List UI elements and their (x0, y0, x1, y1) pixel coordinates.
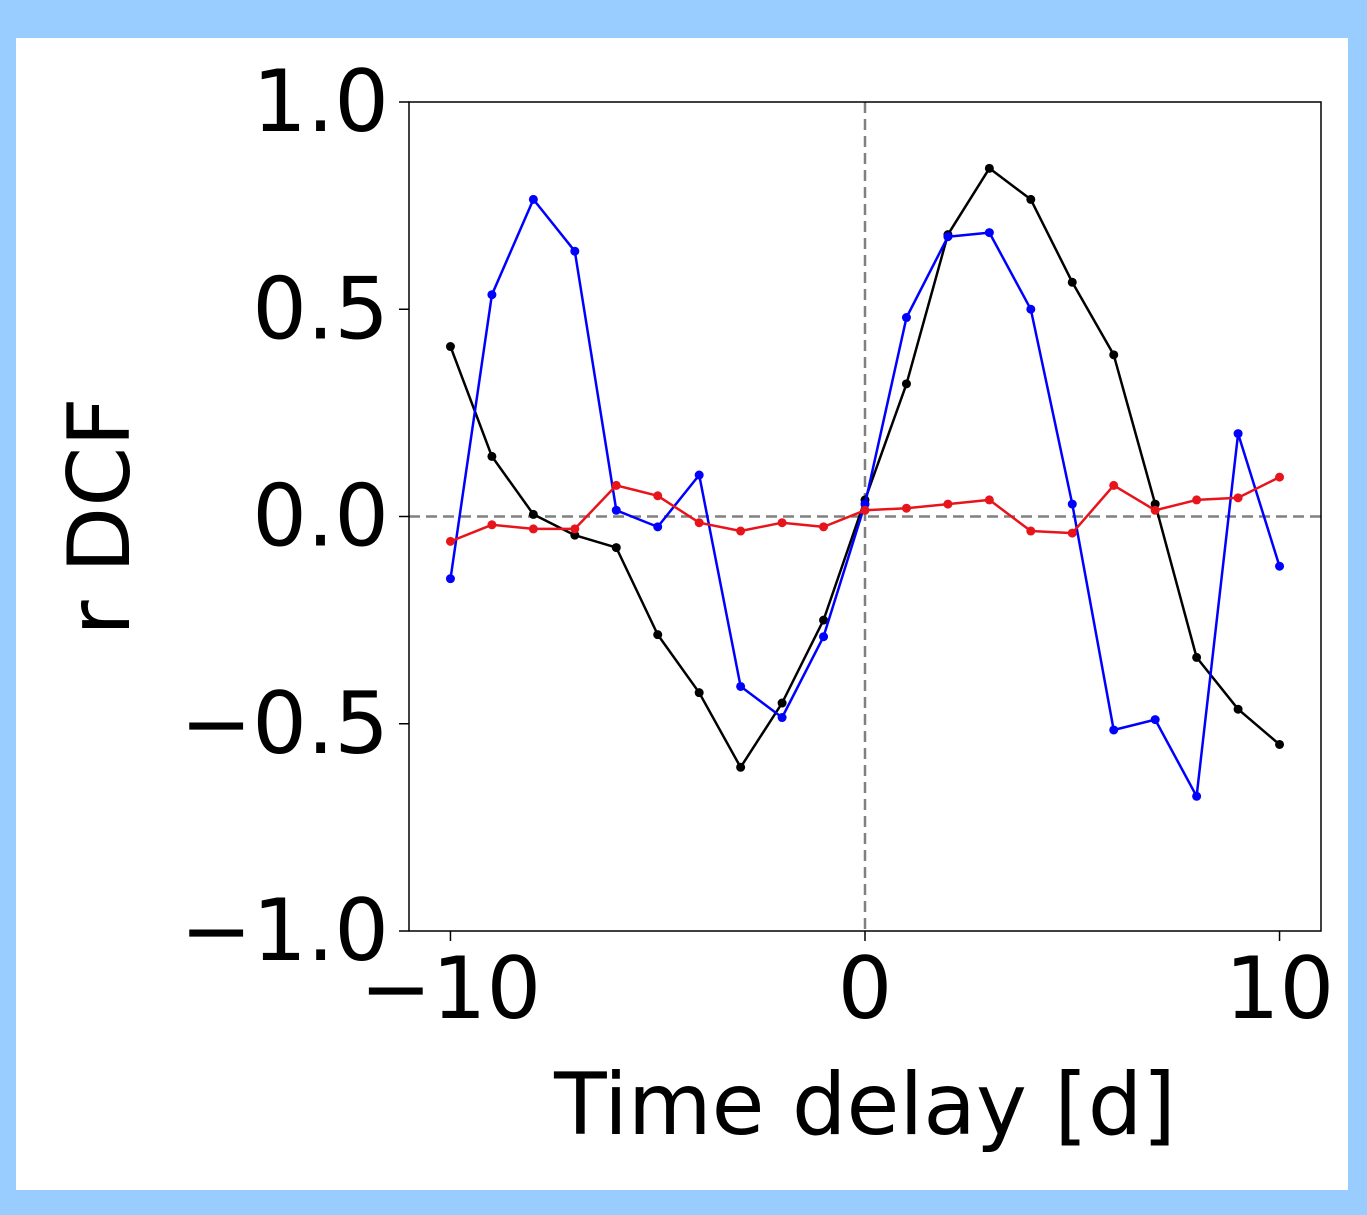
data-point (736, 762, 746, 772)
x-tick-label: 10 (1225, 939, 1334, 1039)
series-2 (445, 472, 1285, 546)
y-axis-label: r DCF (50, 397, 150, 635)
figure: −1.0 −0.5 0.0 0.5 1.0 −10 0 10 Time delay [d] … (16, 38, 1348, 1190)
data-point (819, 615, 829, 625)
data-point (1233, 704, 1243, 714)
data-point (777, 698, 787, 708)
data-point (445, 342, 455, 352)
data-point (570, 246, 580, 256)
data-point (1067, 528, 1077, 538)
data-point (984, 228, 994, 238)
data-point (611, 543, 621, 553)
data-point (1026, 526, 1036, 536)
series-1 (445, 194, 1285, 801)
y-tick-label: −1.0 (180, 881, 389, 981)
data-point (984, 495, 994, 505)
data-point (487, 290, 497, 300)
data-point (653, 491, 663, 501)
data-point (570, 530, 580, 540)
data-point (1026, 194, 1036, 204)
data-point (528, 524, 538, 534)
x-axis-label: Time delay [d] (553, 1055, 1176, 1155)
data-point (777, 713, 787, 723)
y-tick-label: 0.5 (252, 259, 389, 359)
data-point (694, 518, 704, 528)
data-point (1150, 499, 1160, 509)
y-tick-label: 0.0 (252, 467, 389, 567)
x-axis-ticks: −10 0 10 (360, 931, 1334, 1039)
data-point (1192, 791, 1202, 801)
data-point (528, 194, 538, 204)
y-axis-ticks: −1.0 −0.5 0.0 0.5 1.0 (180, 52, 409, 981)
data-point (611, 480, 621, 490)
data-point (984, 163, 994, 173)
data-point (1067, 499, 1077, 509)
data-point (611, 505, 621, 515)
data-point (1275, 739, 1285, 749)
data-point (653, 522, 663, 532)
data-point (1026, 304, 1036, 314)
data-point (736, 681, 746, 691)
data-point (860, 499, 870, 509)
data-point (901, 313, 911, 323)
series-group (445, 163, 1285, 801)
data-point (487, 451, 497, 461)
data-point (1067, 277, 1077, 287)
x-tick-label: 0 (838, 939, 893, 1039)
data-point (653, 630, 663, 640)
data-point (1150, 715, 1160, 725)
data-point (819, 522, 829, 532)
y-tick-label: 1.0 (252, 52, 389, 152)
data-point (694, 688, 704, 698)
x-tick-label: −10 (360, 939, 542, 1039)
data-point (819, 632, 829, 642)
y-tick-label: −0.5 (180, 674, 389, 774)
data-point (1275, 472, 1285, 482)
data-point (1150, 505, 1160, 515)
data-point (445, 536, 455, 546)
data-point (694, 470, 704, 480)
data-point (1109, 350, 1119, 360)
data-point (1233, 429, 1243, 439)
data-point (1233, 493, 1243, 503)
data-point (1275, 561, 1285, 571)
data-point (901, 379, 911, 389)
data-point (1192, 495, 1202, 505)
data-point (901, 503, 911, 513)
data-point (1109, 725, 1119, 735)
data-point (860, 505, 870, 515)
dcf-chart: −1.0−0.50.00.51.0 −10 0 10 Time delay [d] … (50, 52, 1334, 1155)
data-point (736, 526, 746, 536)
data-point (777, 518, 787, 528)
data-point (570, 524, 580, 534)
data-point (943, 499, 953, 509)
data-point (943, 232, 953, 242)
data-point (1192, 652, 1202, 662)
data-point (528, 509, 538, 519)
data-point (487, 520, 497, 530)
data-point (1109, 480, 1119, 490)
data-point (445, 574, 455, 584)
reference-lines (409, 102, 1321, 931)
